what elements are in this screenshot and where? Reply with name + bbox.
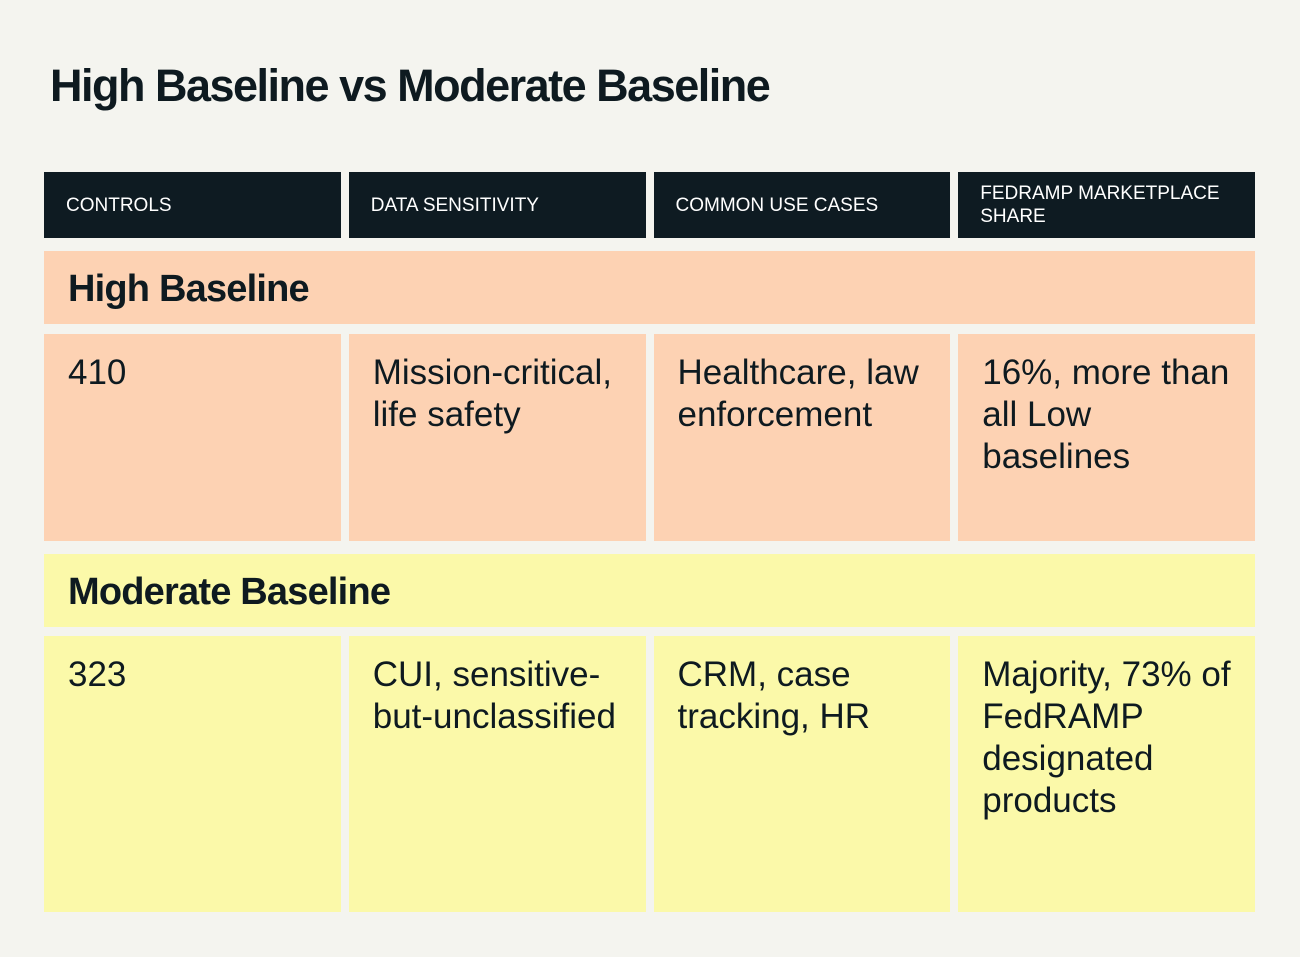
- table-cell: Mission-critical, life safety: [348, 334, 646, 541]
- table-header: CONTROLS DATA SENSITIVITY COMMON USE CAS…: [44, 172, 1255, 238]
- table-cell: CUI, sensitive-but-unclassified: [348, 636, 646, 912]
- table-cell: 323: [44, 636, 341, 912]
- table-cell: 16%, more than all Low baselines: [958, 334, 1255, 541]
- page-title: High Baseline vs Moderate Baseline: [50, 60, 771, 111]
- section-label-moderate: Moderate Baseline: [44, 554, 1255, 627]
- table-cell: Majority, 73% of FedRAMP designated prod…: [958, 636, 1255, 912]
- column-header: FEDRAMP MARKETPLACE SHARE: [958, 172, 1255, 238]
- column-header: CONTROLS: [44, 172, 341, 238]
- column-header: COMMON USE CASES: [653, 172, 951, 238]
- table-row: 410 Mission-critical, life safety Health…: [44, 334, 1255, 541]
- column-header: DATA SENSITIVITY: [348, 172, 646, 238]
- table-row: 323 CUI, sensitive-but-unclassified CRM,…: [44, 636, 1255, 912]
- table-cell: 410: [44, 334, 341, 541]
- table-cell: CRM, case tracking, HR: [653, 636, 951, 912]
- table-cell: Healthcare, law enforcement: [653, 334, 951, 541]
- section-label-high: High Baseline: [44, 251, 1255, 324]
